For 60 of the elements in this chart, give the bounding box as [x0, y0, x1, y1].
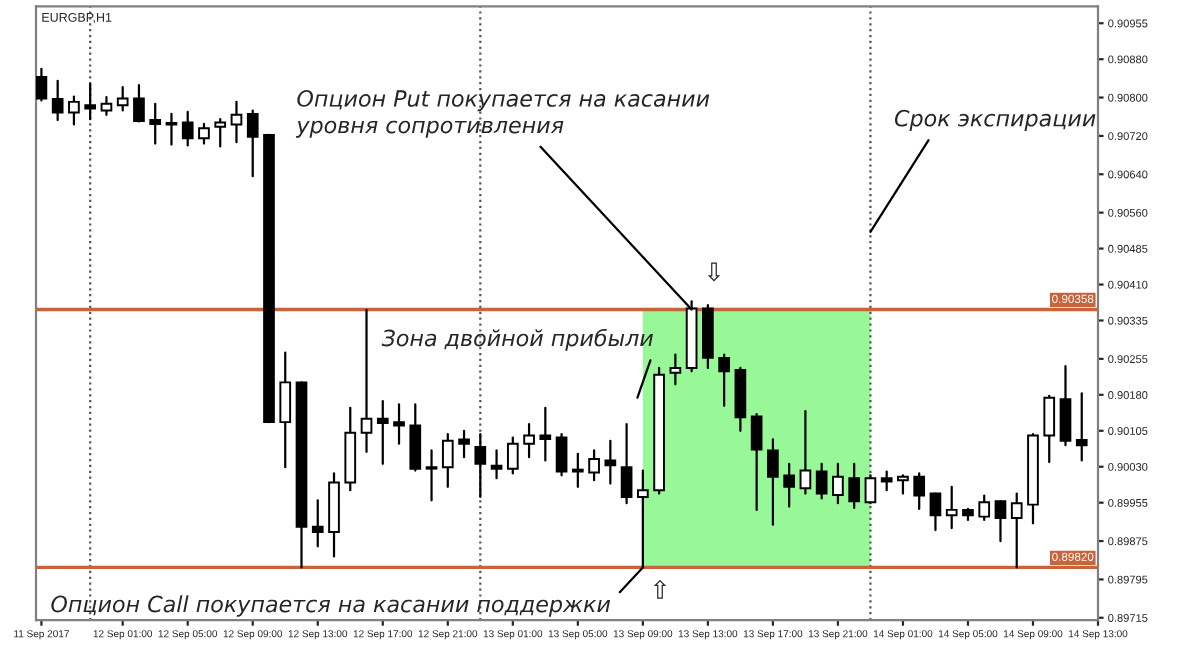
candlestick: [84, 83, 97, 121]
candlestick: [425, 449, 438, 502]
candlestick: [133, 83, 145, 123]
annotation: ⇧: [653, 579, 667, 599]
candlestick: [360, 308, 373, 453]
candlestick: [441, 433, 454, 488]
candlestick: [880, 470, 893, 492]
candlestick: [669, 353, 682, 386]
candlestick: [116, 85, 129, 112]
candlestick: [734, 366, 747, 432]
candlestick: [848, 462, 861, 510]
candlestick: [571, 452, 584, 488]
candlestick: [588, 449, 600, 482]
candlestick: [750, 412, 763, 511]
candlestick: [815, 462, 828, 500]
candlestick: [620, 422, 633, 505]
candlestick: [1059, 364, 1072, 447]
candlestick: [523, 422, 535, 459]
candlestick: [1075, 392, 1088, 462]
candlestick: [36, 67, 48, 102]
candlestick: [539, 406, 552, 462]
candlestick: [51, 79, 64, 122]
candlestick: [409, 403, 422, 472]
candlestick: [767, 438, 779, 526]
candlestick: [214, 118, 227, 148]
candlestick: [393, 403, 405, 445]
candlestick: [458, 429, 470, 459]
candlestick: [181, 110, 194, 147]
candlestick: [149, 102, 162, 145]
candlestick: [864, 474, 877, 505]
candlestick: [1043, 394, 1056, 464]
candlestick: [978, 494, 991, 522]
candlestick: [929, 492, 942, 532]
candlestick: [474, 433, 487, 499]
candlestick: [376, 399, 389, 465]
candlestick: [604, 439, 617, 485]
candlestick: [68, 95, 80, 126]
candlestick: [490, 449, 503, 480]
candlestick: [1010, 492, 1023, 569]
candlestick: [555, 433, 568, 477]
candlestick: [506, 436, 519, 475]
candlestick: [279, 351, 292, 469]
candlestick: [832, 462, 844, 505]
candlestick: [897, 474, 909, 495]
annotation: Зона двойной прибыли: [381, 328, 653, 351]
candlestick: [230, 100, 243, 144]
candlestick: [913, 472, 926, 511]
candlestick: [945, 485, 958, 530]
candlestick: [994, 500, 1007, 543]
candlestick: [198, 122, 210, 145]
candlestick: [799, 410, 812, 495]
annotation: Срок экспирации: [894, 109, 1096, 131]
candlestick: [311, 499, 324, 548]
candlestick: [718, 353, 730, 407]
annotation: Опцион Put покупается на касании уровня сопротивления: [295, 90, 710, 138]
candlestick: [165, 112, 178, 146]
annotation: ⇩: [707, 262, 721, 282]
candlestick: [783, 462, 795, 508]
annotation: Опцион Call покупается на касании поддержки: [51, 595, 611, 617]
candlestick: [246, 109, 259, 178]
